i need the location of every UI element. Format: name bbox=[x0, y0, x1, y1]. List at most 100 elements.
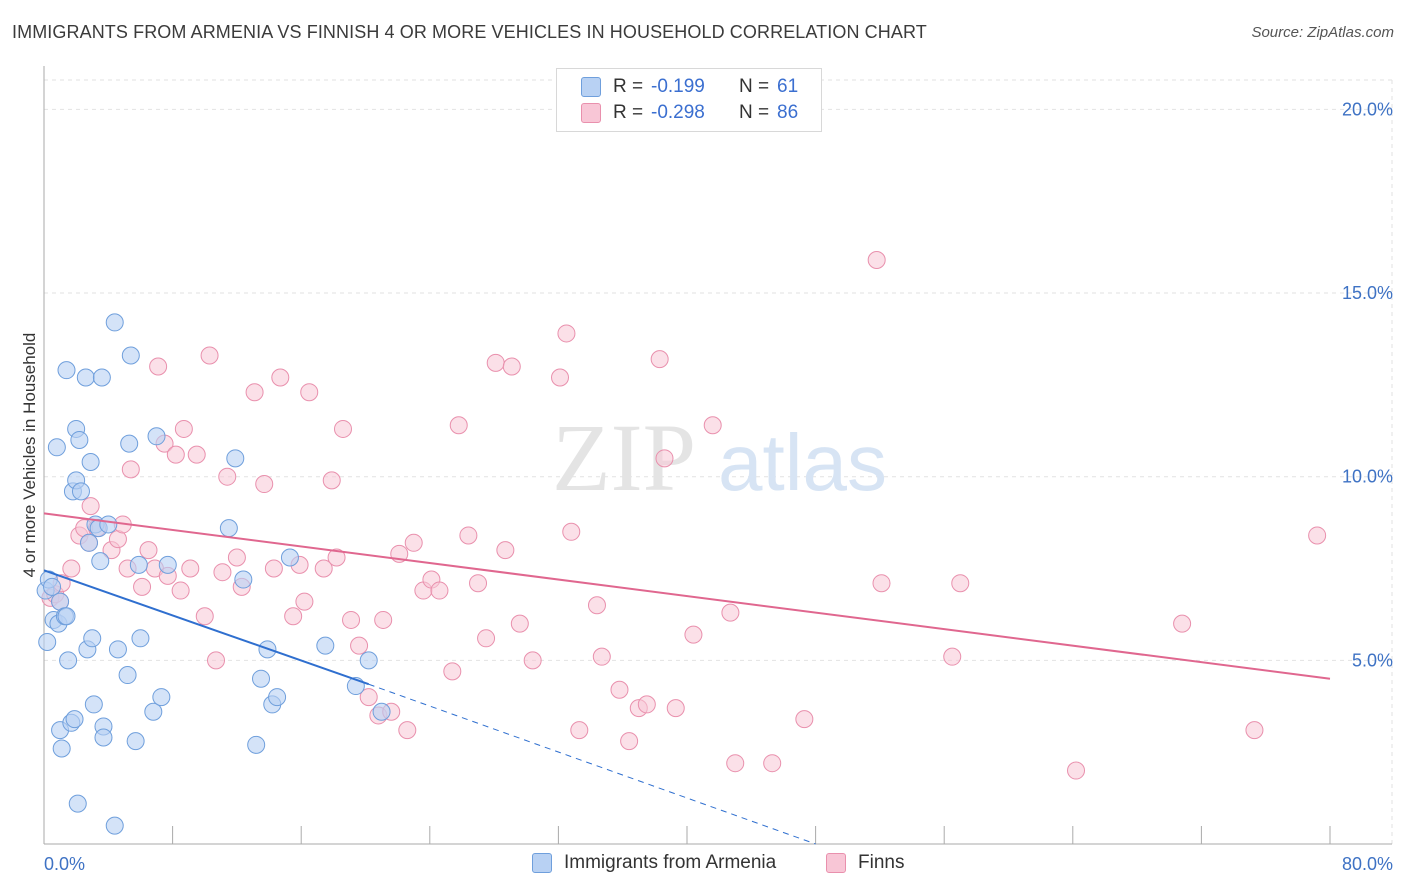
data-point-finns bbox=[207, 651, 226, 670]
series-armenia bbox=[36, 313, 391, 835]
x-tick-labels: 0.0% 80.0% bbox=[44, 854, 1393, 874]
watermark-atlas: atlas bbox=[718, 418, 887, 507]
data-point-finns bbox=[245, 383, 264, 402]
data-point-finns bbox=[570, 721, 589, 740]
x-tick-label: 0.0% bbox=[44, 854, 85, 874]
data-point-finns bbox=[496, 541, 515, 560]
data-point-finns bbox=[374, 610, 393, 629]
data-point-armenia bbox=[131, 629, 150, 648]
legend-item-armenia[interactable]: Immigrants from Armenia bbox=[532, 852, 776, 874]
data-point-finns bbox=[333, 419, 352, 438]
data-point-finns bbox=[171, 581, 190, 600]
data-point-finns bbox=[295, 592, 314, 611]
data-point-armenia bbox=[59, 651, 78, 670]
data-point-finns bbox=[684, 625, 703, 644]
data-point-finns bbox=[1173, 614, 1192, 633]
data-point-finns bbox=[502, 357, 521, 376]
data-point-finns bbox=[187, 445, 206, 464]
x-tick-label: 80.0% bbox=[1342, 854, 1393, 874]
data-point-finns bbox=[1245, 721, 1264, 740]
data-point-armenia bbox=[47, 438, 66, 457]
data-point-finns bbox=[726, 754, 745, 773]
data-point-finns bbox=[510, 614, 529, 633]
data-point-finns bbox=[359, 688, 378, 707]
data-point-finns bbox=[795, 710, 814, 729]
trend-line-armenia-extension bbox=[368, 683, 816, 845]
data-point-finns bbox=[284, 607, 303, 626]
data-point-armenia bbox=[147, 427, 166, 446]
data-point-finns bbox=[139, 541, 158, 560]
armenia-swatch bbox=[581, 77, 601, 97]
y-tick-label: 10.0% bbox=[1342, 467, 1393, 487]
data-point-armenia bbox=[99, 515, 118, 534]
y-tick-label: 15.0% bbox=[1342, 283, 1393, 303]
legend-row-finns: R = -0.298 N = 86 bbox=[581, 100, 798, 126]
data-point-armenia bbox=[120, 434, 139, 453]
data-point-finns bbox=[587, 596, 606, 615]
data-point-finns bbox=[943, 647, 962, 666]
data-point-finns bbox=[195, 607, 214, 626]
data-point-armenia bbox=[70, 430, 89, 449]
series-finns bbox=[41, 250, 1327, 780]
data-point-finns bbox=[551, 368, 570, 387]
data-point-armenia bbox=[38, 632, 57, 651]
data-point-armenia bbox=[129, 555, 148, 574]
data-point-armenia bbox=[92, 368, 111, 387]
legend-label-finns: Finns bbox=[858, 852, 905, 873]
legend-row-armenia: R = -0.199 N = 61 bbox=[581, 74, 798, 100]
data-point-finns bbox=[650, 350, 669, 369]
n-label: N = bbox=[739, 76, 770, 97]
data-point-finns bbox=[350, 636, 369, 655]
y-tick-label: 20.0% bbox=[1342, 99, 1393, 119]
chart-title: IMMIGRANTS FROM ARMENIA VS FINNISH 4 OR … bbox=[12, 22, 927, 42]
n-label: N = bbox=[739, 102, 770, 123]
r-label: R = bbox=[613, 76, 644, 97]
data-point-finns bbox=[721, 603, 740, 622]
data-point-finns bbox=[469, 574, 488, 593]
data-point-finns bbox=[62, 559, 81, 578]
data-point-finns bbox=[1308, 526, 1327, 545]
watermark-zip: ZIP bbox=[552, 404, 696, 511]
data-point-armenia bbox=[84, 695, 103, 714]
data-point-finns bbox=[404, 533, 423, 552]
data-point-armenia bbox=[71, 482, 90, 501]
data-point-armenia bbox=[359, 651, 378, 670]
source-label: Source: ZipAtlas.com bbox=[1251, 24, 1394, 41]
data-point-finns bbox=[562, 522, 581, 541]
data-point-armenia bbox=[280, 548, 299, 567]
axes bbox=[43, 66, 1392, 845]
data-point-armenia bbox=[234, 570, 253, 589]
y-tick-label: 5.0% bbox=[1352, 650, 1393, 670]
data-point-finns bbox=[255, 475, 274, 494]
data-point-finns bbox=[620, 732, 639, 751]
data-point-finns bbox=[398, 721, 417, 740]
data-point-finns bbox=[557, 324, 576, 343]
data-point-finns bbox=[81, 497, 100, 516]
legend-item-finns[interactable]: Finns bbox=[826, 852, 904, 874]
n-value: 61 bbox=[777, 76, 799, 97]
data-point-finns bbox=[951, 574, 970, 593]
data-point-armenia bbox=[52, 739, 71, 758]
data-point-armenia bbox=[252, 669, 271, 688]
data-point-finns bbox=[449, 416, 468, 435]
data-point-armenia bbox=[65, 710, 84, 729]
correlation-legend: R = -0.199 N = 61 R = -0.298 N = 86 bbox=[556, 68, 822, 132]
data-point-armenia bbox=[80, 533, 99, 552]
trend-line-finns bbox=[43, 512, 1331, 680]
data-point-armenia bbox=[94, 728, 113, 747]
data-point-armenia bbox=[144, 702, 163, 721]
data-point-finns bbox=[610, 680, 629, 699]
data-point-finns bbox=[200, 346, 219, 365]
data-point-finns bbox=[166, 445, 185, 464]
data-point-armenia bbox=[68, 794, 87, 813]
data-point-finns bbox=[314, 559, 333, 578]
data-point-armenia bbox=[121, 346, 140, 365]
y-tick-labels: 5.0% 10.0% 15.0% 20.0% bbox=[1342, 99, 1393, 670]
data-point-finns bbox=[264, 559, 283, 578]
data-point-finns bbox=[867, 250, 886, 269]
data-point-finns bbox=[322, 471, 341, 490]
data-point-armenia bbox=[105, 313, 124, 332]
data-point-finns bbox=[218, 467, 237, 486]
data-point-finns bbox=[703, 416, 722, 435]
data-point-finns bbox=[300, 383, 319, 402]
